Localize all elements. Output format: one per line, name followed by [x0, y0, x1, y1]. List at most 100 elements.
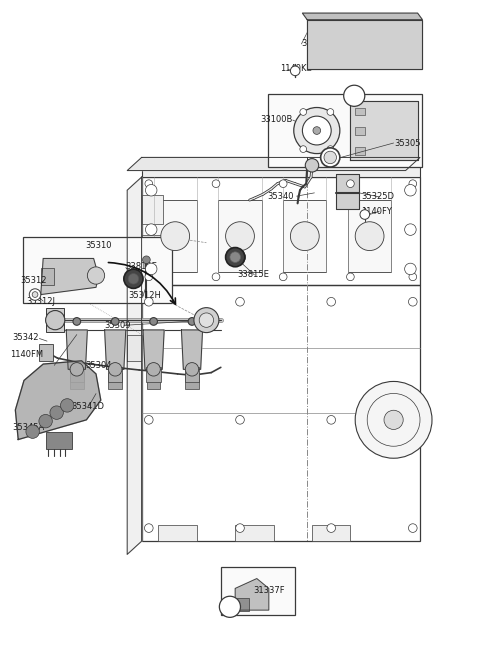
- Circle shape: [111, 318, 119, 325]
- Text: 1140FM: 1140FM: [11, 350, 44, 359]
- Polygon shape: [307, 20, 422, 69]
- Text: 33815E: 33815E: [238, 270, 269, 279]
- Text: 35340A: 35340A: [301, 39, 334, 48]
- Bar: [355, 147, 365, 155]
- Bar: [108, 367, 122, 382]
- Circle shape: [230, 252, 240, 262]
- Text: 35325D: 35325D: [361, 192, 394, 201]
- Bar: [23, 237, 172, 303]
- Circle shape: [236, 297, 244, 306]
- Text: 35305: 35305: [395, 138, 421, 148]
- Circle shape: [50, 406, 63, 419]
- Circle shape: [161, 222, 190, 251]
- Circle shape: [128, 274, 139, 284]
- Circle shape: [145, 184, 157, 196]
- Text: a: a: [228, 602, 232, 611]
- Circle shape: [405, 184, 416, 196]
- Circle shape: [347, 180, 354, 188]
- Circle shape: [305, 159, 319, 172]
- Bar: [70, 373, 84, 389]
- Circle shape: [405, 224, 416, 236]
- Circle shape: [219, 596, 240, 617]
- Polygon shape: [235, 579, 269, 610]
- Bar: [185, 367, 199, 382]
- Bar: [39, 344, 53, 361]
- Text: 35312J: 35312J: [26, 297, 55, 306]
- Circle shape: [302, 116, 331, 145]
- Bar: [41, 268, 54, 285]
- Bar: [142, 285, 420, 541]
- Circle shape: [147, 363, 160, 376]
- Circle shape: [236, 523, 244, 533]
- Circle shape: [108, 363, 122, 376]
- Circle shape: [145, 180, 153, 188]
- Circle shape: [226, 222, 254, 251]
- Bar: [355, 127, 365, 135]
- Circle shape: [355, 222, 384, 251]
- Circle shape: [145, 263, 157, 275]
- Circle shape: [344, 85, 365, 106]
- Polygon shape: [15, 361, 101, 440]
- Circle shape: [347, 273, 354, 281]
- Text: 33815E: 33815E: [126, 262, 157, 272]
- Bar: [235, 525, 274, 541]
- Text: a: a: [352, 91, 357, 100]
- Bar: [146, 367, 161, 382]
- Circle shape: [313, 127, 321, 134]
- Circle shape: [60, 399, 74, 412]
- Circle shape: [226, 247, 245, 267]
- Circle shape: [384, 410, 403, 430]
- Circle shape: [29, 289, 41, 300]
- Circle shape: [327, 297, 336, 306]
- Text: 1140FY: 1140FY: [361, 207, 392, 216]
- Circle shape: [144, 415, 153, 424]
- Circle shape: [188, 318, 196, 325]
- Circle shape: [230, 249, 245, 265]
- Bar: [142, 177, 420, 285]
- Circle shape: [294, 108, 340, 154]
- Text: 35312: 35312: [20, 276, 47, 285]
- Circle shape: [39, 415, 52, 428]
- Bar: [108, 373, 122, 389]
- Bar: [355, 108, 365, 115]
- Polygon shape: [41, 258, 98, 295]
- Text: 33100B: 33100B: [261, 115, 293, 124]
- Bar: [142, 195, 163, 224]
- Circle shape: [145, 273, 153, 281]
- Circle shape: [194, 308, 219, 333]
- Circle shape: [324, 151, 336, 164]
- Bar: [142, 157, 420, 177]
- Text: 35345A: 35345A: [12, 423, 44, 432]
- Bar: [221, 567, 295, 615]
- Circle shape: [408, 523, 417, 533]
- Bar: [237, 598, 249, 611]
- Polygon shape: [127, 177, 142, 554]
- Bar: [142, 235, 163, 264]
- Circle shape: [409, 180, 417, 188]
- Polygon shape: [105, 330, 126, 369]
- Bar: [142, 274, 163, 303]
- Text: 35309: 35309: [105, 321, 131, 330]
- Bar: [336, 174, 359, 209]
- Bar: [147, 373, 160, 389]
- Bar: [185, 373, 199, 389]
- Circle shape: [327, 415, 336, 424]
- Polygon shape: [143, 330, 164, 369]
- Circle shape: [212, 273, 220, 281]
- Circle shape: [300, 109, 307, 115]
- Circle shape: [185, 363, 199, 376]
- Circle shape: [144, 523, 153, 533]
- Circle shape: [321, 148, 340, 167]
- Circle shape: [87, 267, 105, 284]
- Polygon shape: [350, 101, 418, 160]
- Circle shape: [145, 224, 157, 236]
- Bar: [348, 200, 391, 272]
- Polygon shape: [127, 335, 142, 361]
- Bar: [46, 308, 64, 332]
- Text: 35304: 35304: [85, 361, 112, 370]
- Circle shape: [405, 263, 416, 275]
- Text: 35310: 35310: [85, 241, 112, 251]
- Text: 35341D: 35341D: [71, 401, 104, 411]
- Circle shape: [279, 180, 287, 188]
- Bar: [312, 525, 350, 541]
